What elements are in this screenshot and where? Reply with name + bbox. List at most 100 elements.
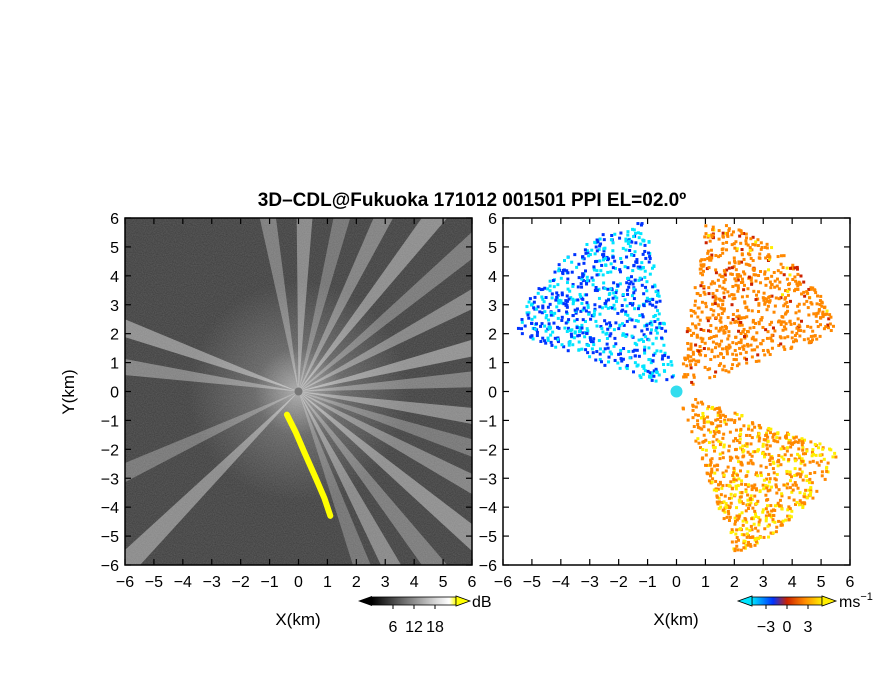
velocity-point [717, 237, 721, 241]
velocity-point [702, 328, 706, 332]
velocity-point [721, 234, 725, 238]
velocity-point [698, 318, 702, 322]
velocity-point [722, 331, 726, 335]
velocity-point [625, 255, 629, 259]
velocity-point [737, 362, 741, 366]
velocity-point [742, 288, 746, 292]
velocity-point [740, 463, 744, 467]
y-tick-label: −6 [479, 558, 497, 575]
velocity-point [818, 316, 822, 320]
velocity-point [638, 265, 642, 269]
velocity-point [696, 360, 700, 364]
velocity-point [587, 312, 591, 316]
velocity-point [717, 329, 721, 333]
velocity-point [753, 450, 757, 454]
velocity-point [621, 322, 625, 326]
velocity-point [649, 320, 653, 324]
velocity-point [719, 493, 723, 497]
velocity-point [532, 300, 536, 304]
velocity-point [797, 280, 801, 284]
velocity-point [656, 317, 660, 321]
velocity-point [540, 311, 544, 315]
velocity-point [756, 244, 760, 248]
velocity-point [820, 474, 824, 478]
velocity-point [604, 299, 608, 303]
velocity-point [826, 323, 830, 327]
velocity-point [719, 352, 723, 356]
velocity-point [692, 373, 696, 377]
velocity-point [730, 243, 734, 247]
velocity-point [681, 407, 685, 411]
velocity-point [540, 322, 544, 326]
velocity-xlabel: X(km) [653, 610, 698, 629]
y-tick-label: 5 [488, 240, 497, 257]
velocity-point [765, 504, 769, 508]
velocity-point [716, 424, 720, 428]
velocity-point [629, 280, 633, 284]
velocity-point [738, 446, 742, 450]
velocity-point [746, 470, 750, 474]
velocity-point [531, 337, 535, 341]
velocity-point [581, 279, 585, 283]
velocity-point [770, 294, 774, 298]
velocity-point [686, 327, 690, 331]
velocity-point [750, 436, 754, 440]
velocity-point [798, 467, 802, 471]
velocity-point [626, 233, 630, 237]
velocity-point [699, 259, 703, 263]
velocity-point [699, 263, 703, 267]
velocity-point [547, 325, 551, 329]
velocity-point [709, 307, 713, 311]
velocity-point [722, 280, 726, 284]
velocity-point [630, 303, 634, 307]
velocity-point [739, 495, 743, 499]
velocity-point [761, 296, 765, 300]
velocity-point [749, 544, 753, 548]
velocity-point [715, 500, 719, 504]
velocity-point [631, 349, 635, 353]
velocity-point [731, 474, 735, 478]
velocity-point [809, 440, 813, 444]
velocity-point [717, 229, 721, 233]
velocity-point [718, 319, 722, 323]
velocity-point [782, 254, 786, 258]
velocity-point [802, 302, 806, 306]
velocity-point [746, 287, 750, 291]
velocity-point [765, 297, 769, 301]
velocity-point [651, 371, 655, 375]
velocity-point [739, 460, 743, 464]
velocity-point [700, 281, 704, 285]
velocity-point [689, 314, 693, 318]
velocity-point [641, 364, 645, 368]
velocity-point [796, 284, 800, 288]
velocity-point [707, 428, 711, 432]
velocity-point [624, 334, 628, 338]
velocity-point [690, 359, 694, 363]
velocity-point [808, 460, 812, 464]
velocity-point [769, 336, 773, 340]
velocity-point [735, 273, 739, 277]
velocity-point [726, 509, 730, 513]
velocity-point [594, 358, 598, 362]
velocity-point [740, 295, 744, 299]
velocity-point [634, 241, 638, 245]
velocity-point [789, 445, 793, 449]
velocity-point [758, 490, 762, 494]
velocity-point [734, 487, 738, 491]
colorbar-tick-label: −3 [757, 619, 775, 636]
velocity-point [603, 246, 607, 250]
velocity-point [775, 503, 779, 507]
velocity-point [618, 366, 622, 370]
velocity-point [544, 296, 548, 300]
velocity-point [582, 261, 586, 265]
velocity-point [738, 437, 742, 441]
velocity-point [722, 473, 726, 477]
velocity-point [803, 463, 807, 467]
velocity-point [801, 478, 805, 482]
velocity-point [550, 343, 554, 347]
velocity-point [660, 357, 664, 361]
velocity-point [708, 316, 712, 320]
velocity-point [733, 261, 737, 265]
velocity-point [693, 299, 697, 303]
velocity-point [624, 237, 628, 241]
